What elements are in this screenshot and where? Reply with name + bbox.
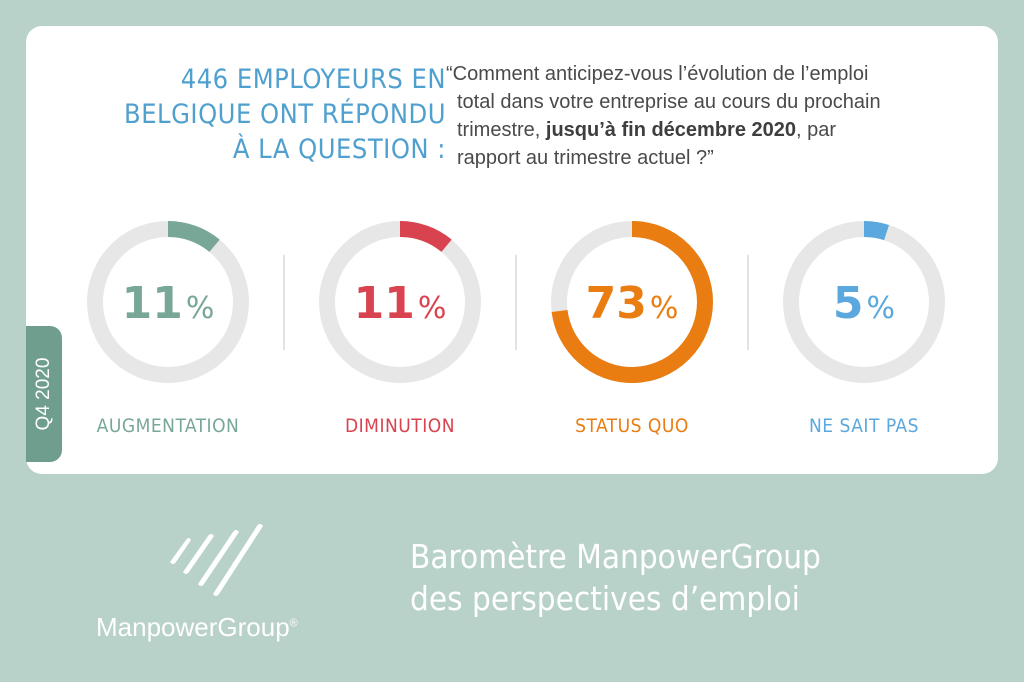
headline-line-2: BELGIQUE ONT RÉPONDU [124,99,446,130]
question-line-3: trimestre, jusqu’à fin décembre 2020, pa… [446,116,966,144]
donut-value-number: 5 [833,278,864,329]
question-line-2: total dans votre entreprise au cours du … [457,91,881,113]
brand-text: ManpowerGroup [96,612,290,642]
question-line-1: “Comment anticipez-vous l’évolution de l… [446,63,869,85]
donut-slice [551,221,713,383]
donut-slice [87,221,249,383]
donut-1: 11 % AUGMENTATION [87,221,249,437]
donut-category-label: DIMINUTION [345,415,455,437]
question-line-4: rapport au trimestre actuel ?” [457,147,714,169]
donut-4: 5 % NE SAIT PAS [783,221,945,437]
donut-slice [783,221,945,383]
registered-mark: ® [289,617,298,630]
question-line-3-post: , par [796,119,837,141]
donut-category-label: NE SAIT PAS [809,415,919,437]
manpower-logo-icon [170,524,263,596]
donut-value-unit: % [186,291,215,326]
donut-3: 73 % STATUS QUO [551,221,713,437]
footer-title-line-2: des perspectives d’emploi [410,579,800,618]
headline-line-3: À LA QUESTION : [232,134,446,165]
question-deadline: jusqu’à fin décembre 2020 [545,119,797,141]
donut-category-label: STATUS QUO [575,415,689,437]
headline: 446 EMPLOYEURS EN BELGIQUE ONT RÉPONDU À… [86,62,446,167]
donut-value-unit: % [867,291,896,326]
footer-title: Baromètre ManpowerGroup des perspectives… [410,536,821,620]
donut-category-label: AUGMENTATION [97,415,240,437]
donut-value-unit: % [418,291,447,326]
donut-slice [319,221,481,383]
donut-value-label: 73% [586,278,679,329]
donut-value-unit: % [650,291,679,326]
donut-value-label: 5% [833,278,895,329]
donut-value-label: 11% [354,278,447,329]
donut-value-number: 73 [586,278,647,329]
donut-value-label: 11% [122,278,215,329]
donut-value-number: 11 [122,278,183,329]
footer-title-line-1: Baromètre ManpowerGroup [410,537,821,576]
period-tab: Q4 2020 [26,326,62,462]
survey-card: 446 EMPLOYEURS EN BELGIQUE ONT RÉPONDU À… [26,26,998,474]
brand-name: ManpowerGroup® [96,612,298,643]
donut-track [783,221,945,383]
headline-line-1: 446 EMPLOYEURS EN [180,64,446,95]
question-line-3-pre: trimestre, [457,119,546,141]
survey-question: “Comment anticipez-vous l’évolution de l… [446,60,966,172]
donut-2: 11 % DIMINUTION [319,221,481,437]
donut-value-number: 11 [354,278,415,329]
